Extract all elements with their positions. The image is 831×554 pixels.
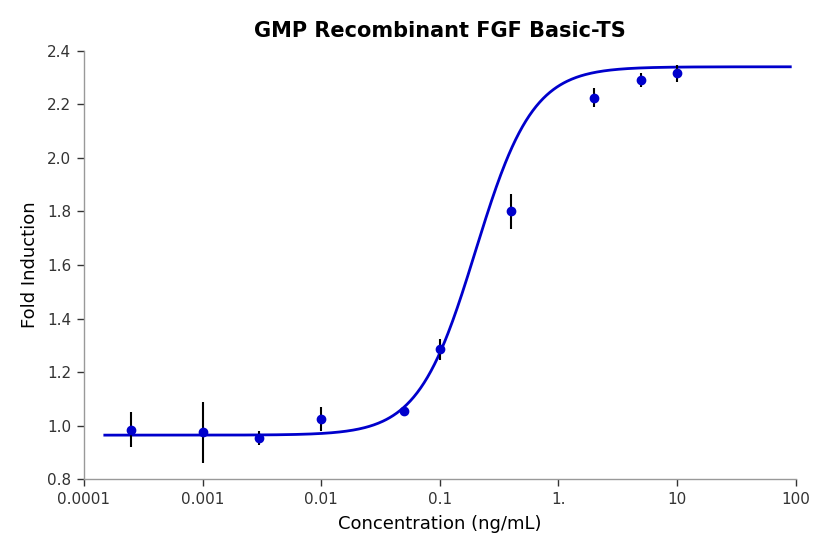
Y-axis label: Fold Induction: Fold Induction [21, 202, 39, 329]
X-axis label: Concentration (ng/mL): Concentration (ng/mL) [338, 515, 542, 533]
Title: GMP Recombinant FGF Basic-TS: GMP Recombinant FGF Basic-TS [254, 21, 626, 41]
